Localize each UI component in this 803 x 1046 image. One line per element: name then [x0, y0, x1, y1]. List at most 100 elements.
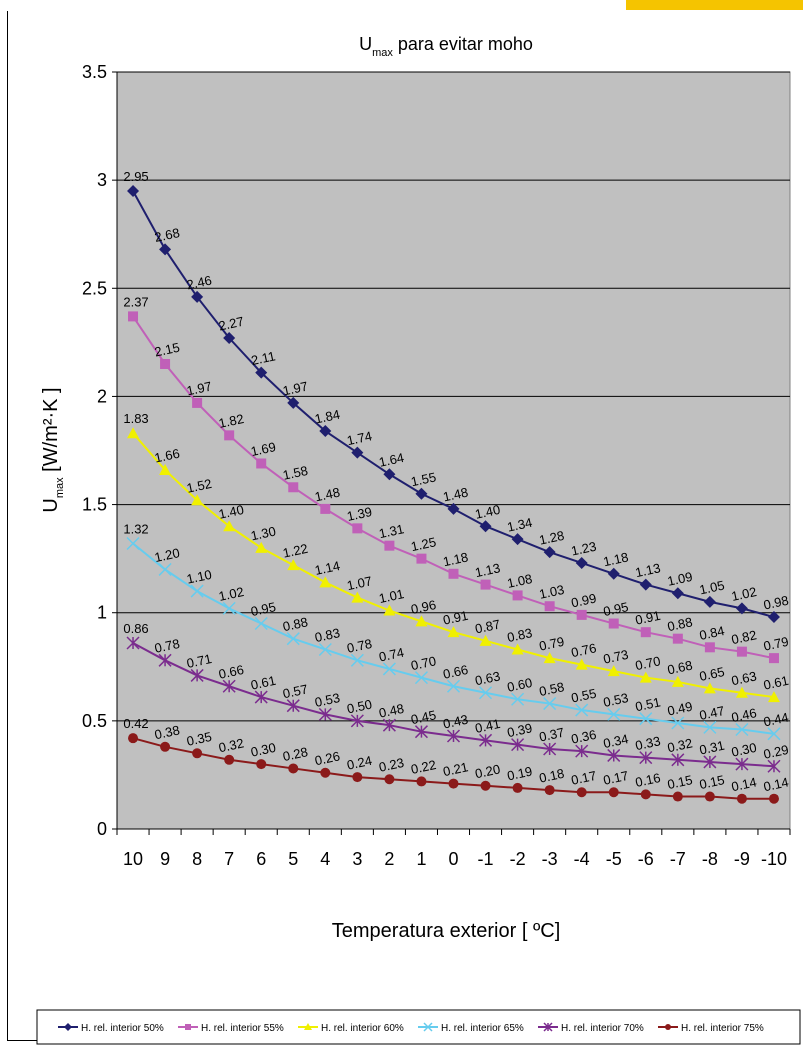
data-label: 0.83 — [313, 625, 341, 645]
data-label: 0.17 — [602, 768, 630, 788]
data-label: 1.52 — [185, 476, 213, 496]
data-label: 0.55 — [570, 686, 598, 706]
data-point — [576, 787, 587, 798]
x-axis-label: Temperatura exterior [ ºC] — [332, 920, 561, 942]
data-labels: 2.952.682.462.272.111.971.841.741.641.55… — [123, 169, 790, 794]
data-point — [287, 559, 300, 571]
data-label: 0.33 — [634, 733, 662, 753]
data-label: 1.34 — [506, 515, 534, 535]
data-point — [511, 643, 524, 655]
data-point — [671, 675, 684, 687]
data-point — [350, 653, 364, 667]
data-point — [384, 774, 395, 785]
data-label: 1.01 — [378, 586, 406, 606]
legend-label: H. rel. interior 55% — [201, 1023, 284, 1034]
data-point — [382, 662, 396, 676]
data-label: 0.31 — [698, 738, 726, 758]
data-point — [319, 576, 332, 588]
data-point — [640, 627, 651, 638]
data-label: 0.15 — [666, 772, 694, 792]
data-point — [512, 782, 523, 793]
data-label: 0.96 — [410, 597, 438, 617]
data-point — [543, 652, 556, 664]
data-point — [671, 716, 685, 730]
legend-label: H. rel. interior 60% — [321, 1023, 404, 1034]
data-point — [159, 243, 172, 256]
data-label: 0.91 — [442, 608, 470, 628]
data-point — [768, 653, 779, 664]
data-point — [222, 679, 236, 693]
data-label: 1.02 — [730, 584, 758, 604]
data-label: 0.88 — [666, 614, 694, 634]
ylabel-sub: max — [54, 477, 66, 498]
data-label: 0.87 — [474, 616, 502, 636]
data-label: 1.97 — [185, 379, 213, 399]
x-tick-label: -7 — [670, 849, 686, 869]
data-point — [665, 1024, 671, 1030]
x-tick-label: 4 — [320, 849, 330, 869]
data-point — [544, 785, 555, 796]
data-label: 0.36 — [570, 727, 598, 747]
data-point — [158, 653, 172, 667]
data-point — [190, 668, 204, 682]
title-rest: para evitar moho — [393, 34, 533, 54]
data-point — [223, 520, 236, 532]
data-label: 0.21 — [442, 759, 470, 779]
data-label: 1.13 — [474, 560, 502, 580]
data-label: 0.74 — [378, 645, 406, 665]
data-label: 0.19 — [506, 764, 534, 784]
data-label: 0.38 — [153, 722, 181, 742]
data-label: 0.51 — [634, 694, 662, 714]
data-label: 2.27 — [217, 314, 245, 334]
data-point — [126, 636, 140, 650]
data-label: 1.23 — [570, 539, 598, 559]
data-label: 0.73 — [602, 647, 630, 667]
axes — [116, 72, 790, 830]
data-label: 0.47 — [698, 703, 726, 723]
data-point — [608, 787, 619, 798]
data-point — [639, 712, 653, 726]
data-point — [511, 692, 525, 706]
data-label: 1.25 — [410, 534, 438, 554]
data-point — [736, 646, 747, 657]
x-tick-label: 10 — [123, 849, 143, 869]
data-label: 0.99 — [570, 591, 598, 611]
data-label: 1.74 — [345, 428, 373, 448]
data-point — [446, 679, 461, 693]
data-point — [768, 793, 779, 804]
data-label: 0.58 — [538, 679, 566, 699]
data-label: 0.43 — [442, 712, 470, 732]
data-point — [128, 311, 139, 322]
x-tick-label: -5 — [606, 849, 622, 869]
data-point — [254, 616, 268, 631]
y-tick-label: 3.5 — [82, 62, 107, 82]
x-tick-label: 9 — [160, 849, 170, 869]
data-point — [190, 584, 204, 598]
data-point — [415, 487, 428, 500]
data-point — [286, 699, 300, 713]
y-tick-label: 1.5 — [82, 495, 107, 515]
x-tick-label: 8 — [192, 849, 202, 869]
data-point — [480, 780, 491, 791]
data-point — [382, 718, 396, 732]
data-point — [128, 733, 139, 744]
data-label: 1.48 — [442, 485, 470, 505]
data-label: 0.35 — [185, 729, 213, 749]
data-label: 0.78 — [153, 636, 181, 656]
data-point — [511, 738, 525, 752]
data-label: 0.42 — [123, 716, 148, 731]
data-point — [607, 665, 620, 677]
data-label: 1.48 — [313, 485, 341, 505]
data-point — [767, 759, 781, 773]
data-point — [352, 523, 363, 534]
data-point — [544, 601, 555, 612]
ylabel-rest: [W/m²·K ] — [40, 387, 62, 477]
data-point — [479, 520, 492, 533]
data-label: 1.97 — [281, 379, 309, 399]
legend-label: H. rel. interior 50% — [81, 1023, 164, 1034]
data-label: 0.49 — [666, 699, 694, 719]
data-point — [352, 772, 363, 783]
data-point — [127, 184, 140, 197]
title-main: U — [359, 34, 372, 54]
